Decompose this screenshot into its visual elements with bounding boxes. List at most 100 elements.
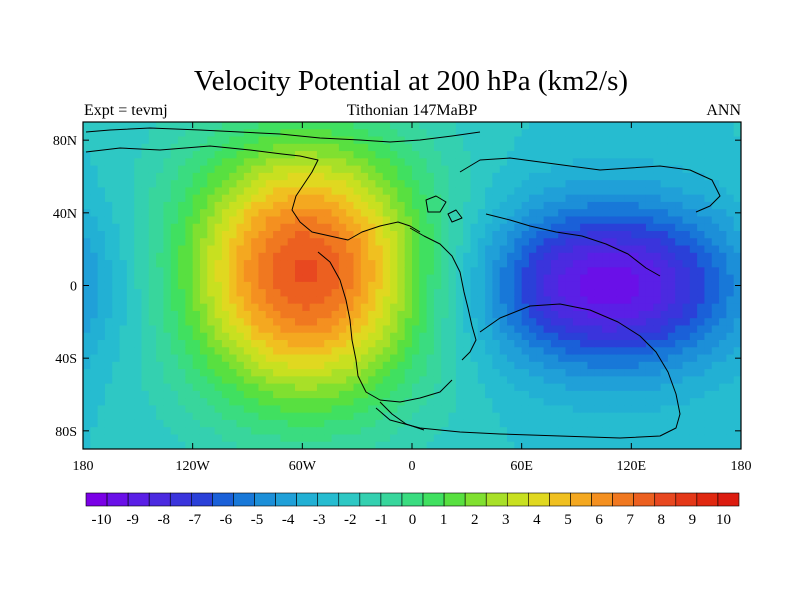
- field-cell: [616, 289, 625, 297]
- field-cell: [492, 216, 501, 225]
- field-cell: [295, 281, 303, 290]
- field-cell: [324, 129, 333, 138]
- field-cell: [338, 194, 347, 203]
- field-cell: [543, 289, 552, 297]
- field-cell: [594, 201, 603, 210]
- field-cell: [258, 332, 267, 341]
- field-cell: [309, 340, 318, 348]
- field-cell: [185, 267, 194, 276]
- field-cell: [682, 281, 691, 290]
- field-cell: [565, 369, 574, 377]
- field-cell: [83, 369, 91, 377]
- field-cell: [353, 129, 362, 138]
- field-cell: [148, 180, 157, 188]
- field-cell: [309, 151, 318, 159]
- field-cell: [119, 252, 128, 261]
- field-cell: [433, 340, 442, 348]
- field-cell: [404, 296, 413, 305]
- field-cell: [631, 201, 640, 210]
- field-cell: [324, 303, 333, 312]
- field-cell: [331, 376, 340, 385]
- field-cell: [580, 281, 589, 290]
- period-label: Tithonian 147MaBP: [347, 102, 478, 119]
- field-cell: [448, 332, 457, 341]
- field-cell: [514, 441, 523, 449]
- field-cell: [265, 172, 274, 181]
- field-cell: [719, 274, 727, 283]
- field-cell: [280, 405, 289, 414]
- field-cell: [448, 180, 457, 188]
- field-cell: [368, 441, 377, 449]
- field-cell: [331, 419, 340, 428]
- field-cell: [565, 172, 574, 181]
- field-cell: [170, 158, 179, 167]
- field-cell: [112, 419, 121, 428]
- field-cell: [419, 129, 428, 138]
- field-cell: [711, 340, 720, 348]
- field-cell: [185, 361, 194, 370]
- field-cell: [243, 289, 252, 297]
- field-cell: [631, 441, 640, 449]
- field-cell: [199, 281, 208, 290]
- field-cell: [624, 405, 632, 414]
- field-cell: [514, 172, 523, 181]
- field-cell: [455, 354, 464, 363]
- field-cell: [199, 398, 208, 406]
- field-cell: [141, 325, 150, 334]
- field-cell: [624, 289, 632, 297]
- field-cell: [565, 310, 574, 319]
- field-cell: [412, 310, 420, 319]
- field-cell: [134, 303, 143, 312]
- field-cell: [251, 405, 260, 414]
- field-cell: [346, 274, 355, 283]
- field-cell: [565, 151, 574, 159]
- field-cell: [499, 274, 508, 283]
- field-cell: [433, 405, 442, 414]
- field-cell: [156, 209, 165, 218]
- field-cell: [119, 201, 128, 210]
- field-cell: [631, 361, 640, 370]
- field-cell: [119, 281, 128, 290]
- field-cell: [331, 303, 340, 312]
- field-cell: [594, 151, 603, 159]
- field-cell: [192, 412, 201, 421]
- field-cell: [119, 180, 128, 188]
- field-cell: [178, 434, 186, 443]
- field-cell: [375, 267, 384, 276]
- field-cell: [324, 434, 333, 443]
- field-cell: [653, 289, 662, 297]
- field-cell: [507, 281, 515, 290]
- x-tick-label: 60E: [510, 459, 533, 474]
- field-cell: [97, 260, 106, 268]
- field-cell: [97, 325, 106, 334]
- field-cell: [704, 231, 713, 239]
- field-cell: [316, 325, 325, 334]
- field-cell: [324, 209, 333, 218]
- field-cell: [265, 223, 274, 232]
- field-cell: [675, 165, 684, 174]
- field-cell: [719, 289, 727, 297]
- field-cell: [558, 412, 567, 421]
- field-cell: [316, 267, 325, 276]
- field-cell: [477, 180, 486, 188]
- field-cell: [704, 223, 713, 232]
- field-cell: [645, 390, 654, 399]
- field-cell: [550, 419, 559, 428]
- field-cell: [258, 441, 267, 449]
- field-cell: [448, 209, 457, 218]
- field-cell: [148, 216, 157, 225]
- field-cell: [382, 434, 391, 443]
- field-cell: [682, 180, 691, 188]
- field-cell: [280, 187, 289, 196]
- field-cell: [441, 238, 450, 247]
- field-cell: [280, 325, 289, 334]
- field-cell: [667, 252, 676, 261]
- field-cell: [514, 332, 523, 341]
- field-cell: [382, 194, 391, 203]
- field-cell: [192, 376, 201, 385]
- field-cell: [404, 427, 413, 436]
- field-cell: [433, 310, 442, 319]
- field-cell: [229, 274, 238, 283]
- field-cell: [251, 383, 260, 392]
- field-cell: [397, 223, 406, 232]
